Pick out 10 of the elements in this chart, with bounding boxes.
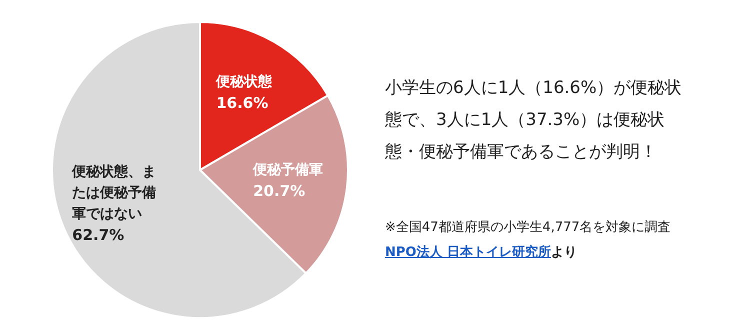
data-label: 20.7% [253,180,306,202]
slice-label: 便秘予備軍 [253,160,324,180]
data-label: 16.6% [216,93,270,114]
data-label: 62.7% [72,225,126,246]
text: ※全国47都道府県の小学生4,777名を対象に調査 [385,219,671,236]
text: NPO法人 日本トイレ研究所 [385,245,551,260]
slice-label: 便秘状態、または便秘予備軍ではない [72,163,158,224]
slice-label: 便秘状態 [216,73,272,92]
text: より [551,245,577,260]
text: 小学生の6人に1人（16.6%）が便秘状態で、3人に1人（37.3%）は便秘状態・便秘予備軍であることが判明！ [385,77,683,164]
